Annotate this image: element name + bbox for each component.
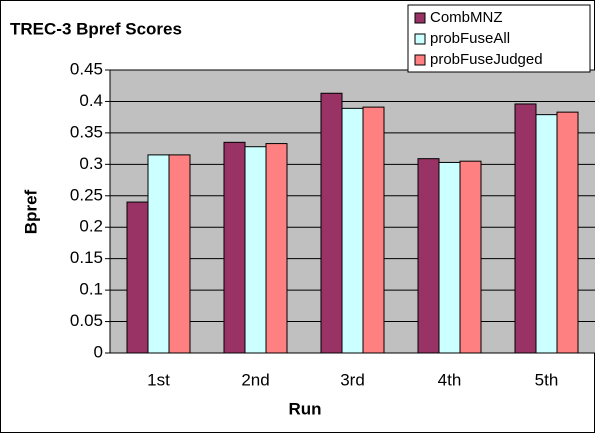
bar [126, 201, 149, 354]
y-axis-label: Bpref [21, 189, 40, 234]
chart-title: TREC-3 Bpref Scores [10, 19, 182, 38]
y-tick-label: 0.1 [79, 280, 103, 299]
y-tick-label: 0.15 [70, 248, 103, 267]
y-tick-label: 0.2 [79, 217, 103, 236]
y-tick-label: 0.25 [70, 185, 103, 204]
bar [147, 154, 170, 354]
bar [556, 111, 579, 354]
y-tick-label: 0 [94, 342, 103, 361]
x-tick-label: 4th [438, 370, 462, 389]
y-tick-label: 0.05 [70, 311, 103, 330]
bar [265, 143, 288, 354]
legend-swatch [414, 12, 426, 24]
legend-label: probFuseAll [430, 30, 510, 47]
bar [244, 146, 267, 354]
bar [417, 158, 440, 354]
bar [535, 114, 558, 354]
legend-label: CombMNZ [430, 9, 503, 26]
x-tick-label: 2nd [241, 370, 269, 389]
x-tick-label: 3rd [340, 370, 365, 389]
bar [168, 154, 191, 354]
legend-swatch [414, 33, 426, 45]
bar [320, 92, 343, 354]
x-tick-label: 1st [147, 370, 170, 389]
x-tick-label: 5th [535, 370, 559, 389]
bar [459, 160, 482, 354]
y-tick-label: 0.4 [79, 91, 103, 110]
x-axis-label: Run [288, 399, 321, 418]
bar [223, 141, 246, 354]
legend-label: probFuseJudged [430, 51, 543, 68]
legend-swatch [414, 54, 426, 66]
y-tick-label: 0.3 [79, 154, 103, 173]
y-tick-label: 0.35 [70, 122, 103, 141]
legend-box [407, 4, 591, 73]
bar [514, 103, 537, 354]
y-tick-label: 0.45 [70, 59, 103, 78]
bar [362, 106, 385, 354]
bar [341, 107, 364, 354]
bar [438, 161, 461, 354]
